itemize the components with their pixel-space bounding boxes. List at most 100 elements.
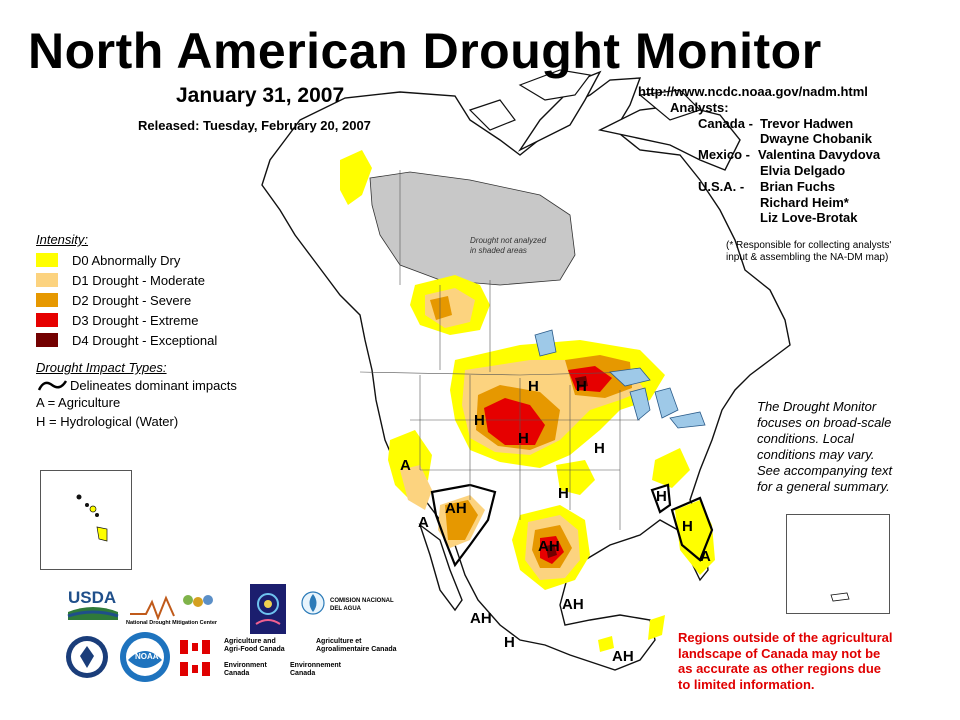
commerce-seal-mark: [71, 641, 103, 673]
political-boundaries: [359, 170, 641, 530]
puerto-rico-island: [830, 592, 850, 602]
not-analyzed-line-2: in shaded areas: [470, 246, 527, 255]
drought-monitor-note: The Drought Monitor focuses on broad-sca…: [757, 399, 917, 495]
canada-flag-env: [180, 662, 210, 676]
release-date: Released: Tuesday, February 20, 2007: [138, 118, 371, 133]
usa-analyst-2: Richard Heim*: [760, 194, 849, 210]
swatch-d2: [36, 293, 58, 307]
not-analyzed-region: [369, 171, 576, 286]
canada-flag-agr: [180, 640, 210, 654]
impact-h-label: H = Hydrological (Water): [36, 414, 179, 429]
nadm-url-link[interactable]: http://www.ncdc.noaa.gov/nadm.html: [638, 84, 868, 99]
dm-note-line-5: See accompanying text: [757, 463, 893, 478]
map-label-ah3: AH: [562, 596, 584, 613]
canada-analyst-1: Trevor Hadwen: [760, 115, 854, 131]
legend-d2: D2 Drought - Severe: [36, 290, 276, 310]
red-note-line-2: landscape of Canada may not be: [678, 645, 881, 661]
dm-note-line-1: The Drought Monitor: [757, 399, 877, 414]
canada-flag-agr-centre: [188, 640, 202, 654]
usda-logo-mark: [67, 607, 119, 620]
swatch-d1: [36, 273, 58, 287]
canada-analyst-2: Dwayne Chobanik: [760, 131, 872, 147]
swatch-d3: [36, 313, 58, 327]
noaa-logo-text: NOAA: [135, 652, 159, 661]
map-label-ah5: AH: [612, 648, 634, 665]
env-fr-line-2: Canada: [290, 670, 316, 677]
puerto-rico-inset: [786, 514, 890, 614]
swatch-d4: [36, 333, 58, 347]
usda-logo-text: USDA: [68, 588, 117, 607]
map-label-ah4: AH: [470, 610, 492, 627]
ndmc-logo-mark: [130, 595, 213, 621]
usa-analyst-1: Brian Fuchs: [760, 178, 836, 194]
intensity-title: Intensity:: [36, 232, 89, 247]
map-label-ah1: AH: [445, 500, 467, 517]
dm-note-line-4: conditions may vary.: [757, 447, 875, 462]
mexico-analyst-2: Elvia Delgado: [760, 162, 846, 178]
map-label-a1: A: [400, 457, 411, 474]
not-analyzed-line-1: Drought not analyzed: [470, 236, 547, 245]
impact-line-icon: [37, 380, 68, 391]
mexico-label: Mexico -: [698, 147, 751, 163]
responsibility-note: (* Responsible for collecting analysts' …: [726, 240, 892, 263]
map-label-a3: A: [700, 548, 711, 565]
canada-label: Canada -: [698, 115, 753, 131]
map-label-a2: A: [418, 514, 429, 531]
map-label-h7: H: [682, 518, 693, 535]
usa-label: U.S.A. -: [698, 178, 745, 194]
canada-accuracy-note: Regions outside of the agricultural land…: [678, 630, 893, 692]
conagua-text-1: COMISION NACIONAL: [330, 598, 394, 604]
legend-d2-label: D2 Drought - Severe: [72, 292, 192, 308]
legend-d3: D3 Drought - Extreme: [36, 310, 276, 330]
not-analyzed-label: Drought not analyzed in shaded areas: [470, 236, 546, 256]
map-label-h8: H: [504, 634, 515, 651]
hawaii-inset: [40, 470, 132, 570]
legend-d4: D4 Drought - Exceptional: [36, 330, 276, 350]
map-label-h3: H: [474, 412, 485, 429]
legend-d0-label: D0 Abnormally Dry: [72, 252, 181, 268]
usa-analyst-3: Liz Love-Brotak: [760, 210, 858, 226]
legend-d3-label: D3 Drought - Extreme: [72, 312, 199, 328]
maple-leaf-icon: [192, 643, 198, 651]
hawaii-islands: [76, 494, 108, 542]
great-lakes: [534, 329, 706, 429]
dm-note-line-2: focuses on broad-scale: [757, 415, 892, 430]
commerce-seal-logo: [66, 636, 108, 678]
ndmc-logo-text: National Drought Mitigation Center: [126, 620, 218, 626]
red-note-line-3: as accurate as other regions due: [678, 661, 882, 676]
map-label-h1: H: [528, 378, 539, 395]
noaa-logo: NOAA: [120, 632, 170, 682]
agr-en-line-1: Agriculture and: [224, 638, 276, 645]
conagua-logo: COMISION NACIONAL DEL AGUA: [300, 590, 420, 620]
usda-logo: USDA: [66, 588, 120, 627]
map-label-ah2: AH: [538, 538, 560, 555]
map-date: January 31, 2007: [176, 84, 345, 107]
maple-leaf-icon: [192, 665, 198, 673]
impact-a-label: A = Agriculture: [36, 395, 121, 410]
conagua-logo-mark: [301, 591, 325, 615]
env-fr-line-1: Environnement: [290, 662, 341, 669]
red-note-line-4: to limited information.: [678, 676, 815, 692]
dm-note-line-6: for a general summary.: [757, 479, 890, 494]
mexico-smn-logo: [250, 584, 286, 634]
legend-d1: D1 Drought - Moderate: [36, 270, 276, 290]
legend-d0: D0 Abnormally Dry: [36, 250, 276, 270]
map-label-h9: H: [656, 488, 667, 505]
env-en-line-1: Environment: [224, 662, 267, 669]
intensity-legend: Intensity: D0 Abnormally Dry D1 Drought …: [36, 232, 276, 429]
impact-line-label: Delineates dominant impacts: [70, 377, 237, 393]
smn-logo-mark: [255, 593, 281, 625]
page-title: North American Drought Monitor: [28, 23, 822, 79]
impact-outlines: [430, 483, 714, 568]
dm-note-line-3: conditions. Local: [757, 431, 854, 446]
agr-fr-line-2: Agroalimentaire Canada: [316, 646, 397, 653]
analysts-block: http://www.ncdc.noaa.gov/nadm.html Analy…: [638, 84, 880, 226]
impact-line-row: Delineates dominant impacts: [36, 375, 276, 395]
impact-title: Drought Impact Types:: [36, 360, 167, 375]
arctic-islands: [468, 69, 702, 131]
env-en-line-2: Canada: [224, 670, 250, 677]
noaa-logo-mark: [126, 638, 164, 676]
map-label-h2: H: [576, 378, 587, 395]
agr-en-line-2: Agri-Food Canada: [224, 646, 285, 653]
